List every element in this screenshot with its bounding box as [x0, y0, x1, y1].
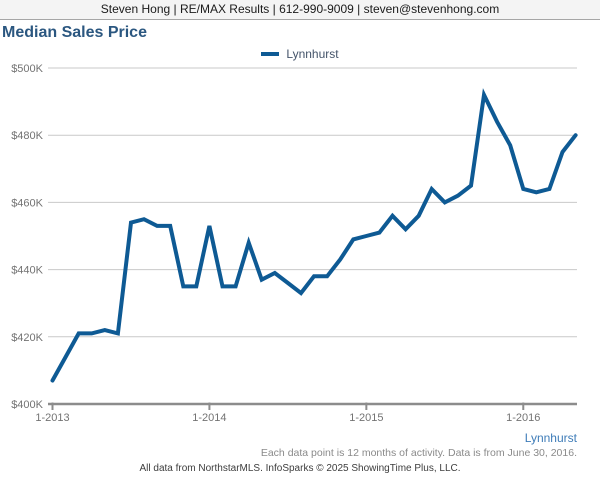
- y-axis-tick-label: $480K: [11, 130, 43, 142]
- y-axis-tick-label: $500K: [11, 63, 43, 75]
- series-line-lynnhurst[interactable]: [50, 88, 578, 383]
- x-axis-tick-label: 1-2015: [349, 412, 383, 424]
- y-axis-tick-label: $460K: [11, 197, 43, 209]
- legend-line-swatch: [261, 52, 280, 56]
- y-axis-tick-label: $440K: [11, 265, 43, 277]
- page-title: Median Sales Price: [2, 24, 147, 41]
- data-attribution: All data from NorthstarMLS. InfoSparks ©…: [139, 463, 461, 474]
- agent-contact-header: Steven Hong | RE/MAX Results | 612-990-9…: [0, 0, 600, 20]
- y-axis-tick-label: $420K: [11, 332, 43, 344]
- x-axis-tick-label: 1-2014: [192, 412, 226, 424]
- data-period-footnote: Each data point is 12 months of activity…: [260, 447, 577, 459]
- bottom-series-label: Lynnhurst: [524, 431, 577, 445]
- legend-series-label: Lynnhurst: [286, 47, 339, 61]
- chart-legend[interactable]: Lynnhurst: [0, 47, 600, 61]
- x-axis-tick-label: 1-2016: [506, 412, 540, 424]
- y-axis-tick-label: $400K: [11, 399, 43, 411]
- x-axis-tick-label: 1-2013: [35, 412, 69, 424]
